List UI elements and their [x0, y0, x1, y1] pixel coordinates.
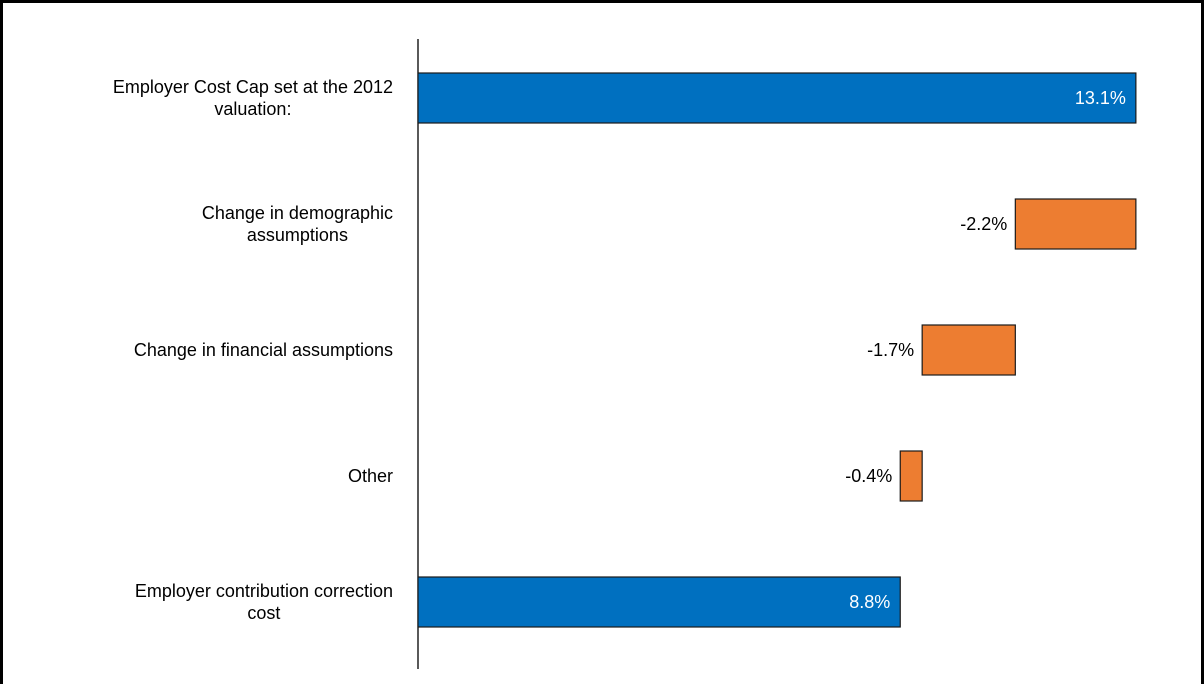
bar-value-label: 13.1% [1075, 88, 1126, 108]
change-bar [1014, 198, 1137, 250]
category-label: Employer contribution correction cost [135, 581, 393, 623]
change-bar [899, 450, 923, 502]
bar-value-label: -0.4% [845, 466, 892, 486]
total-bar [417, 576, 901, 628]
change-bar [921, 324, 1016, 376]
category-label: Employer Cost Cap set at the 2012 valuati… [113, 77, 393, 119]
waterfall-chart: 13.1% Employer Cost Cap set at the 2012 va… [113, 39, 1137, 669]
bar-value-label: -2.2% [960, 214, 1007, 234]
category-label: Change in financial assumptions [134, 340, 393, 360]
bar-value-label: -1.7% [867, 340, 914, 360]
total-bar [417, 72, 1137, 124]
category-label: Change in demographic assumptions [202, 203, 393, 245]
bar-value-label: 8.8% [849, 592, 890, 612]
category-label: Other [348, 466, 393, 486]
